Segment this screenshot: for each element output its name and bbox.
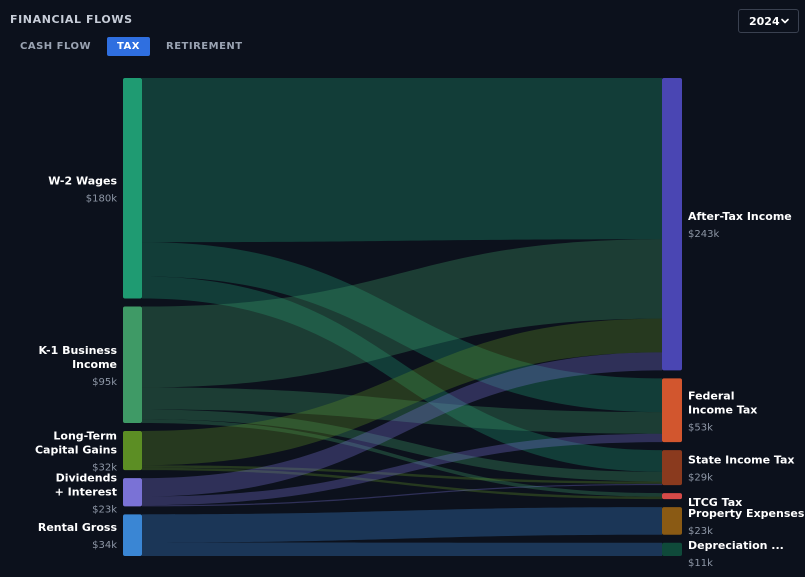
target-state-value: $29k [688, 473, 713, 484]
tab-tax[interactable]: TAX [107, 37, 151, 56]
source-div-label: Dividends+ Interest $23k [55, 471, 118, 515]
target-prop-name-line: Property Expenses [688, 507, 805, 520]
source-rent-value: $34k [92, 540, 117, 551]
source-div-value: $23k [92, 504, 117, 515]
target-after-label: After-Tax Income $243k [688, 210, 792, 240]
source-node-k1[interactable] [123, 306, 142, 423]
link-ltcg_in-state[interactable] [142, 465, 662, 484]
link-k1-after[interactable] [142, 239, 662, 388]
year-select[interactable]: 2024 [738, 9, 799, 33]
year-value: 2024 [749, 14, 780, 28]
target-after-name-line: After-Tax Income [688, 210, 792, 223]
link-ltcg_in-ltcg[interactable] [142, 467, 662, 500]
target-node-prop[interactable] [662, 507, 682, 535]
target-after-value: $243k [688, 229, 719, 240]
chart-title: FINANCIAL FLOWS [10, 13, 133, 26]
source-ltcg_in-name-line: Long-Term [53, 430, 117, 443]
source-w2-value: $180k [86, 193, 117, 204]
chevron-down-icon [781, 18, 789, 24]
target-state-name-line: State Income Tax [688, 454, 795, 467]
target-fed-value: $53k [688, 422, 713, 433]
target-prop-value: $23k [688, 526, 713, 537]
tab-cash-flow[interactable]: CASH FLOW [20, 41, 92, 52]
link-rent-prop[interactable] [142, 507, 662, 543]
sankey-links [142, 78, 662, 556]
link-w2-fed[interactable] [142, 242, 662, 413]
source-node-w2[interactable] [123, 78, 142, 299]
source-w2-label: W-2 Wages $180k [48, 174, 117, 204]
source-rent-name-line: Rental Gross [38, 521, 118, 534]
target-dep-label: Depreciation ... $11k [688, 539, 784, 569]
source-node-ltcg_in[interactable] [123, 430, 142, 471]
link-k1-fed[interactable] [142, 387, 662, 434]
tab-bar: CASH FLOW TAX RETIREMENT [10, 37, 253, 56]
link-k1-ltcg[interactable] [142, 419, 662, 497]
target-state-label: State Income Tax $29k [688, 454, 795, 484]
source-w2-name-line: W-2 Wages [48, 174, 117, 187]
target-fed-name-line: Federal [688, 389, 734, 402]
link-ltcg_in-after[interactable] [142, 318, 662, 466]
target-node-state[interactable] [662, 450, 682, 486]
link-w2-state[interactable] [142, 276, 662, 472]
source-ltcg_in-name-line: Capital Gains [35, 444, 117, 457]
link-div-after[interactable] [142, 352, 662, 497]
source-k1-name-line: Income [72, 358, 117, 371]
target-node-after[interactable] [662, 78, 682, 371]
source-k1-value: $95k [92, 377, 117, 388]
source-div-name-line: + Interest [55, 485, 117, 498]
source-node-rent[interactable] [123, 514, 142, 556]
source-div-name-line: Dividends [56, 471, 118, 484]
source-ltcg_in-value: $32k [92, 463, 117, 474]
source-node-div[interactable] [123, 478, 142, 507]
source-rent-label: Rental Gross $34k [38, 521, 118, 551]
link-w2-after[interactable] [142, 78, 662, 243]
target-prop-label: Property Expenses $23k [688, 507, 805, 537]
target-node-fed[interactable] [662, 378, 682, 443]
link-k1-state[interactable] [142, 409, 662, 482]
link-rent-dep[interactable] [142, 542, 662, 556]
source-k1-name-line: K-1 Business [38, 344, 117, 357]
target-node-ltcg[interactable] [662, 493, 682, 500]
target-ltcg-label: LTCG Tax [688, 496, 742, 509]
tab-retirement[interactable]: RETIREMENT [166, 41, 243, 52]
link-div-fed[interactable] [142, 433, 662, 506]
link-div-state[interactable] [142, 483, 662, 507]
target-ltcg-name-line: LTCG Tax [688, 496, 742, 509]
target-dep-value: $11k [688, 558, 713, 569]
target-dep-name-line: Depreciation ... [688, 539, 784, 552]
target-fed-name-line: Income Tax [688, 403, 757, 416]
target-node-dep[interactable] [662, 542, 682, 556]
